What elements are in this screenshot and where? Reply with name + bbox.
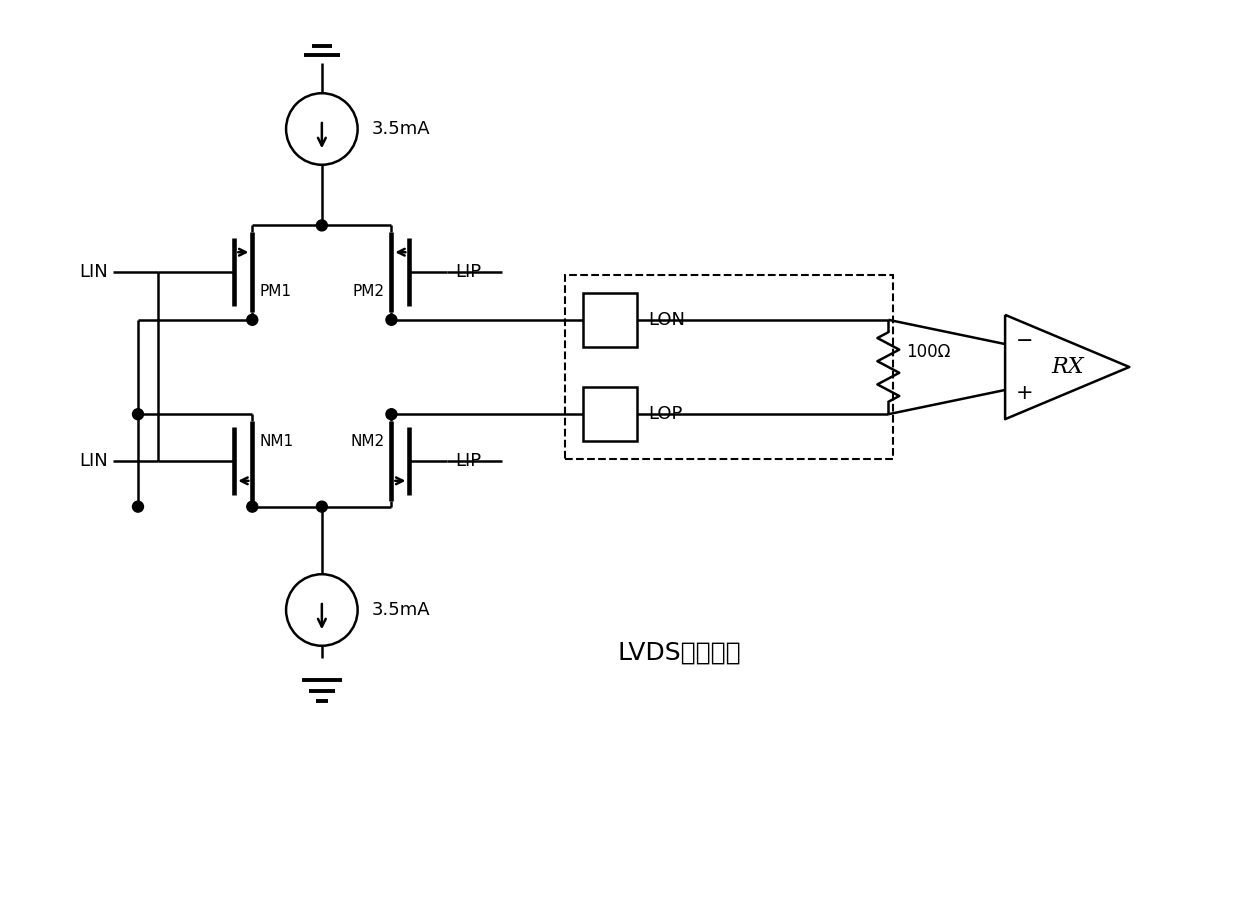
Circle shape	[247, 315, 258, 325]
Circle shape	[316, 501, 327, 512]
Bar	[583, 387, 637, 441]
Text: NM2: NM2	[351, 434, 384, 449]
Text: LIP: LIP	[455, 263, 481, 281]
Text: 100Ω: 100Ω	[906, 343, 951, 361]
Text: LIN: LIN	[79, 263, 108, 281]
Text: RX: RX	[1052, 356, 1084, 378]
Circle shape	[247, 501, 258, 512]
Text: −: −	[1017, 331, 1034, 352]
Text: LOP: LOP	[647, 405, 682, 423]
Text: LIN: LIN	[79, 452, 108, 470]
Circle shape	[386, 315, 397, 325]
Text: LIP: LIP	[455, 452, 481, 470]
Text: 3.5mA: 3.5mA	[372, 601, 430, 619]
Text: PM2: PM2	[352, 284, 384, 299]
Text: PM1: PM1	[259, 284, 291, 299]
Bar	[565, 275, 893, 459]
Text: 3.5mA: 3.5mA	[372, 120, 430, 138]
Text: LVDS驱动电路: LVDS驱动电路	[618, 641, 742, 664]
Circle shape	[316, 220, 327, 231]
Bar	[583, 293, 637, 347]
Text: LON: LON	[647, 311, 684, 329]
Circle shape	[133, 409, 144, 420]
Text: NM1: NM1	[259, 434, 294, 449]
Circle shape	[133, 501, 144, 512]
Circle shape	[386, 409, 397, 420]
Text: +: +	[1016, 383, 1034, 403]
